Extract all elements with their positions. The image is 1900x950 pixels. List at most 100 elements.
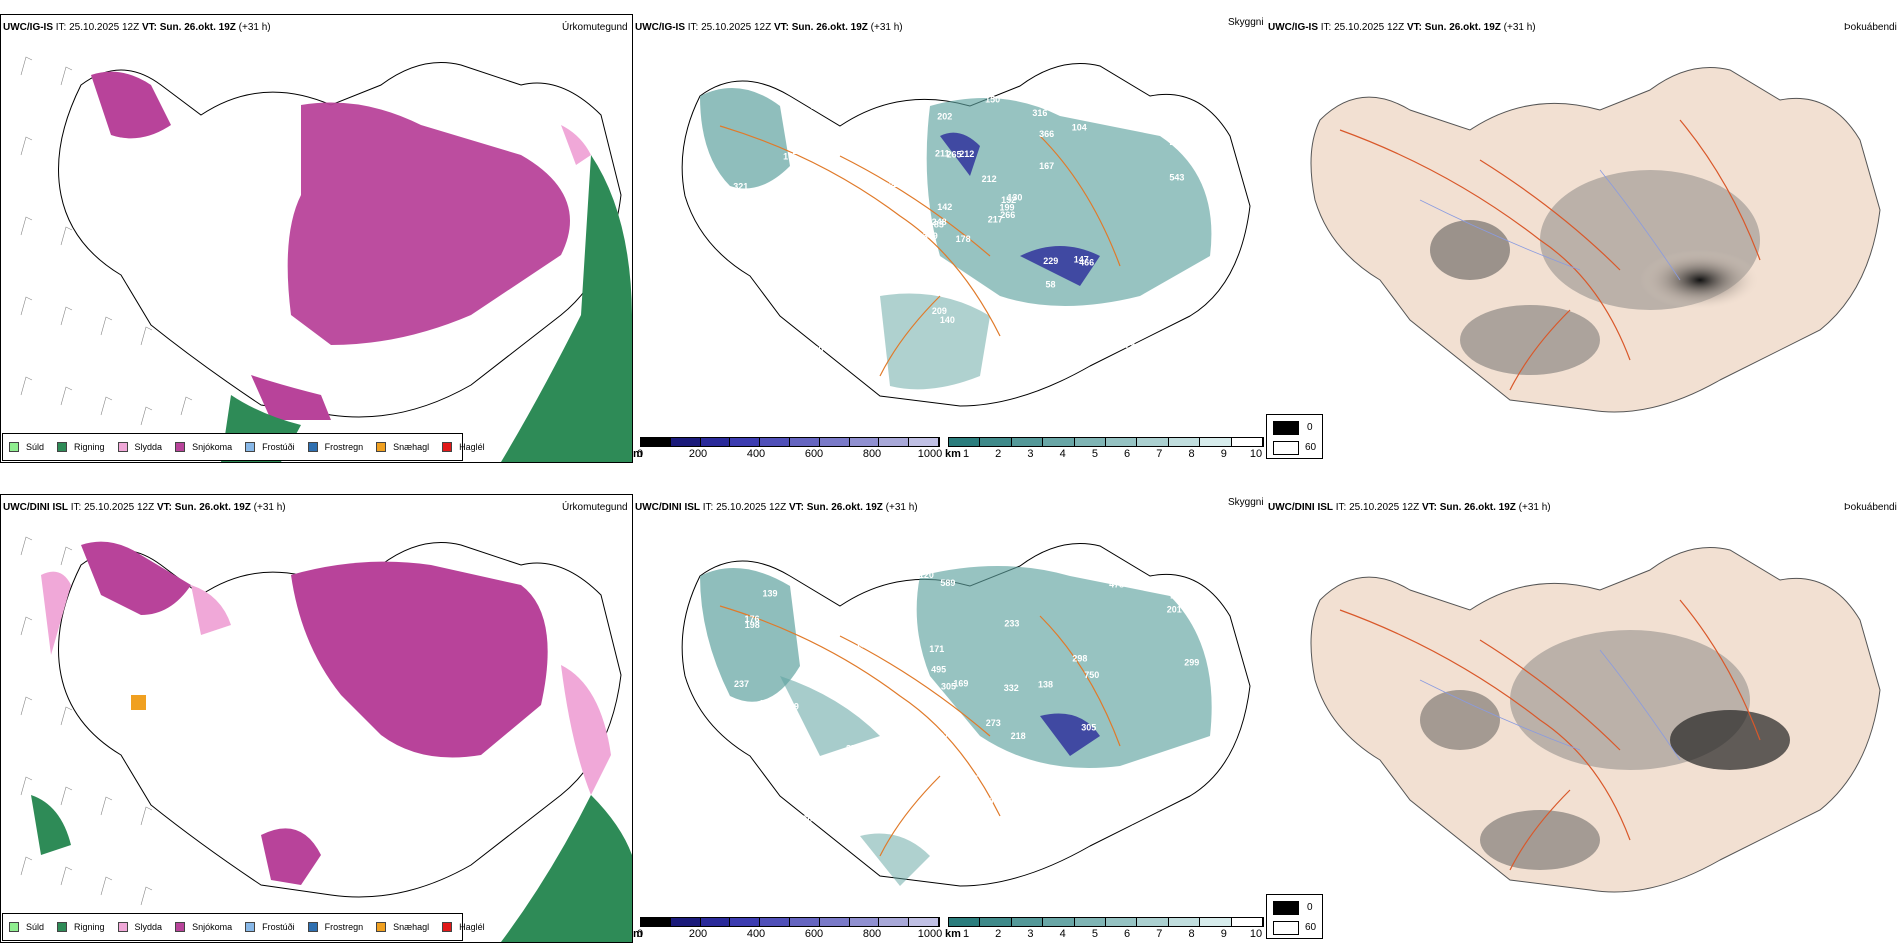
colorbar-segment — [980, 438, 1012, 446]
header-visibility-row2: UWC/DINI ISL IT: 25.10.2025 12Z VT: Sun.… — [635, 502, 918, 513]
visibility-peak-label: 246 — [984, 795, 999, 805]
legend-item-hail: Haglél — [442, 442, 485, 452]
visibility-peak-label: 495 — [931, 665, 946, 675]
visibility-peak-label: 179 — [976, 769, 991, 779]
visibility-unit-2: km — [945, 928, 961, 940]
visibility-peak-label: 543 — [1169, 173, 1184, 183]
visibility-peak-label: 170 — [1131, 823, 1146, 833]
visibility-peak-label: 373 — [854, 287, 869, 297]
visibility-peak-label: 206 — [840, 318, 855, 328]
colorbar-segment — [1137, 438, 1169, 446]
colorbar-tick-label: 6 — [1124, 928, 1131, 940]
visibility-peak-label: 83 — [934, 220, 944, 230]
legend-item-sleet: Slydda — [117, 922, 162, 932]
visibility-map-svg: 178 16 83 141 152 228 316 212 366 217 230 84 167 269 3… — [681, 63, 1251, 407]
height-unit: m — [633, 448, 643, 460]
visibility-peak-label: 229 — [1043, 256, 1058, 266]
init-time: 25.10.2025 12Z — [69, 22, 140, 33]
visibility-peak-label: 186 — [928, 757, 943, 767]
colorbar-tick-label: 3 — [1027, 928, 1034, 940]
colorbar-segment — [1231, 918, 1264, 926]
visibility-colorbar — [948, 437, 1264, 447]
fog-map-2-svg — [1310, 547, 1881, 893]
visibility-peak-label: 256 — [820, 625, 835, 635]
header-precip-type-row2: UWC/DINI ISL IT: 25.10.2025 12Z VT: Sun.… — [3, 502, 286, 513]
colorbar-tick-label: 200 — [688, 448, 708, 460]
visibility-peak-label: 298 — [1072, 654, 1087, 664]
visibility-peak-label: 243 — [788, 294, 803, 304]
visibility-peak-label: 171 — [1170, 591, 1185, 601]
visibility-peak-label: 299 — [1184, 658, 1199, 668]
visibility-colorbar-2 — [948, 917, 1264, 927]
visibility-peak-label: 171 — [929, 644, 944, 654]
visibility-peak-label: 230 — [811, 101, 826, 111]
height-unit-2: m — [633, 928, 643, 940]
colorbar-tick-label: 1000 — [917, 448, 943, 460]
panel-title-precip-type: Úrkomutegund — [562, 22, 628, 33]
visibility-peak-label: 182 — [1090, 828, 1105, 838]
row-1: UWC/IG-IS IT: 25.10.2025 12Z VT: Sun. 26… — [0, 0, 1900, 470]
header-visibility-row1: UWC/IG-IS IT: 25.10.2025 12Z VT: Sun. 26… — [635, 22, 903, 33]
colorbar-segment — [819, 438, 850, 446]
visibility-peak-label: 140 — [940, 315, 955, 325]
visibility-unit: km — [945, 448, 961, 460]
lead-time: (+31 h) — [238, 22, 271, 33]
visibility-peak-label: 278 — [829, 190, 844, 200]
visibility-peak-label: 138 — [1038, 679, 1053, 689]
visibility-peak-label: 305 — [1081, 722, 1096, 732]
visibility-peak-label: 478 — [1109, 579, 1124, 589]
legend-item-snow: Snjókoma — [175, 922, 232, 932]
visibility-peak-label: 366 — [1039, 129, 1054, 139]
visibility-peak-label: 123 — [1090, 788, 1105, 798]
colorbar-tick-label: 800 — [862, 928, 882, 940]
visibility-peak-label: 265 — [947, 149, 962, 159]
fog-legend: 0 60 — [1266, 414, 1323, 459]
colorbar-segment — [641, 918, 671, 926]
visibility-peak-label: 117 — [767, 329, 782, 339]
visibility-peak-label: 275 — [939, 731, 954, 741]
visibility-peak-label: 212 — [982, 174, 997, 184]
panel-title-visibility: Skyggni — [1228, 17, 1264, 28]
colorbar-segment — [700, 918, 731, 926]
visibility-peak-label: 492 — [878, 799, 893, 809]
visibility-peak-label: 349 — [923, 231, 938, 241]
visibility-peak-label: 589 — [940, 578, 955, 588]
visibility-peak-label: 170 — [797, 814, 812, 824]
valid-time: Sun. 26.okt. 19Z — [159, 22, 236, 33]
visibility-peak-label: 16 — [783, 151, 793, 161]
colorbar-segment — [849, 918, 880, 926]
legend-item-freezing-drizzle: Frostúði — [245, 442, 295, 452]
colorbar-tick-label: 1 — [962, 928, 970, 940]
visibility-map-2-svg: 2375892981711761702892331714781693051201… — [681, 543, 1251, 887]
colorbar-tick-label: 400 — [746, 928, 766, 940]
visibility-peak-label: 367 — [879, 181, 894, 191]
colorbar-tick-label: 3 — [1027, 448, 1034, 460]
precip-legend-row: Súld Rigning Slydda Snjókoma Frostúði Fr… — [9, 442, 498, 452]
height-colorbar-2 — [640, 917, 940, 927]
colorbar-tick-label: 2 — [995, 928, 1002, 940]
visibility-peak-label: 183 — [759, 698, 774, 708]
visibility-peak-label: 125 — [801, 289, 816, 299]
visibility-peak-label: 233 — [1004, 618, 1019, 628]
visibility-peak-label: 201 — [771, 346, 786, 356]
visibility-peak-label: 152 — [1001, 195, 1016, 205]
precip-legend-2: Súld Rigning Slydda Snjókoma Frostúði Fr… — [2, 913, 485, 941]
colorbar-tick-label: 10 — [1249, 928, 1263, 940]
visibility-peak-label: 212 — [959, 149, 974, 159]
colorbar-segment — [909, 438, 939, 446]
visibility-peak-label: 228 — [861, 291, 876, 301]
colorbar-tick-label: 0 — [636, 928, 644, 940]
visibility-map-2: 237 589 298 171 176 170 289 233 171 478 169 305 120 1… — [640, 516, 1270, 896]
colorbar-segment — [1231, 438, 1264, 446]
colorbar-segment — [909, 918, 939, 926]
height-colorbar — [640, 437, 940, 447]
colorbar-tick-label: 6 — [1124, 448, 1131, 460]
visibility-ticks: 1 2 3 4 5 6 7 8 9 10 — [963, 448, 1262, 462]
visibility-peak-label: 178 — [956, 234, 971, 244]
precip-type-map-svg — [20, 56, 632, 462]
visibility-peak-label: 305 — [941, 681, 956, 691]
visibility-peak-label: 199 — [1000, 203, 1015, 213]
visibility-peak-label: 217 — [988, 215, 1003, 225]
colorbar-segment — [949, 918, 981, 926]
visibility-peak-label: 198 — [745, 620, 760, 630]
